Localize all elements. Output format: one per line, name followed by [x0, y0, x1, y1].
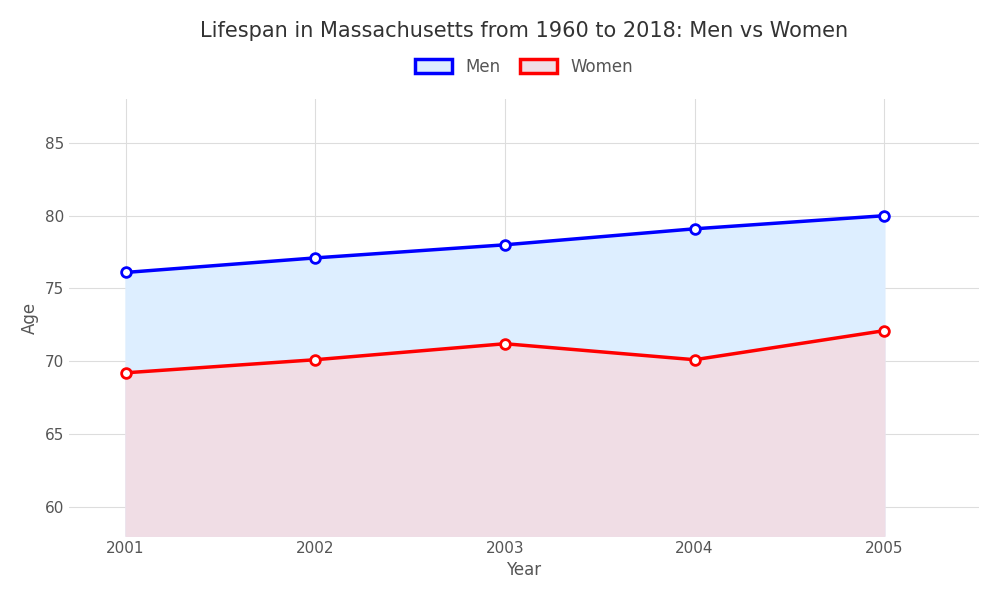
Legend: Men, Women: Men, Women	[408, 51, 639, 82]
Y-axis label: Age: Age	[21, 301, 39, 334]
Title: Lifespan in Massachusetts from 1960 to 2018: Men vs Women: Lifespan in Massachusetts from 1960 to 2…	[200, 21, 848, 41]
X-axis label: Year: Year	[506, 561, 541, 579]
